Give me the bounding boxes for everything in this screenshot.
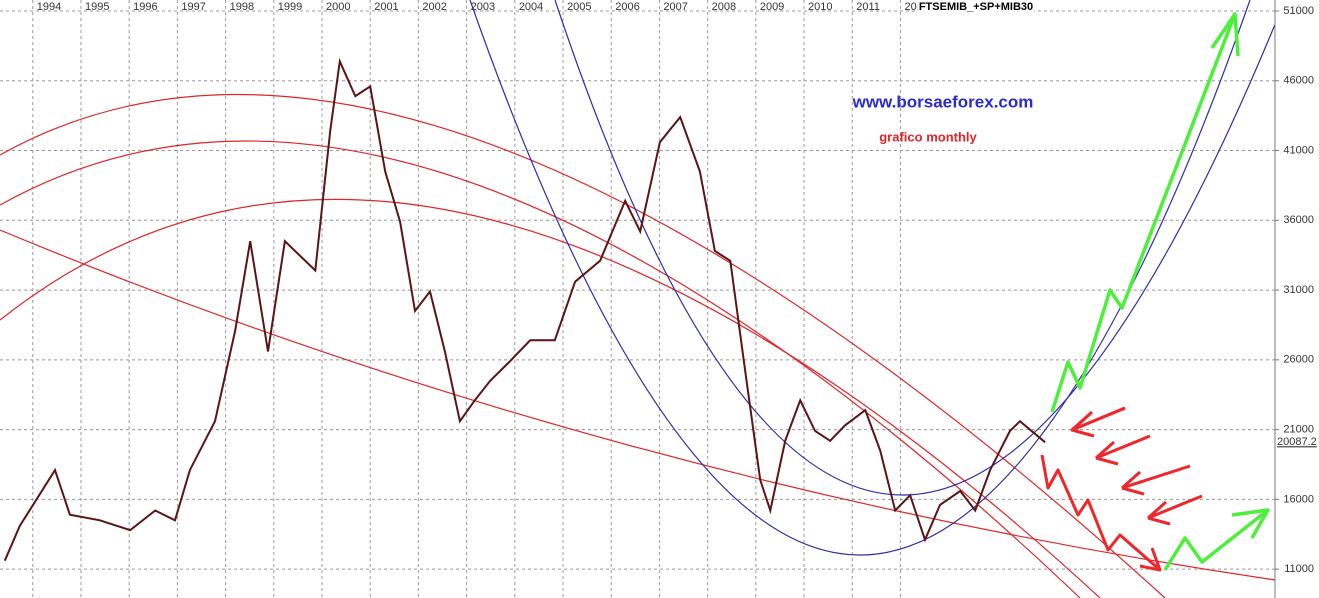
x-tick-label: 2006 [615,1,639,13]
price-line [3,57,1046,562]
red-arc [0,140,1081,598]
annotation: www.borsaeforex.com [852,92,1034,111]
green-arrowhead [1231,508,1270,539]
x-tick-label: 1996 [133,1,157,13]
x-tick-label: 2005 [567,1,591,13]
red-arrow [1095,434,1151,466]
red-trendline [0,229,1276,581]
y-tick-label: 16000 [1283,493,1314,505]
axes: 1994 1995 1996 1997 1998 1999 2000 2001 2002 2003… [37,1,1317,575]
x-tick-label: 2001 [374,1,398,13]
x-tick-label: 2000 [326,1,350,13]
blue-parabola [554,0,1286,496]
red-arrow [1147,494,1203,526]
title-box [918,0,1034,13]
x-tick-label: 2002 [422,1,446,13]
last-value-label: 20087.2 [1277,436,1317,448]
drawings [0,0,1286,598]
y-tick-label: 41000 [1283,144,1314,156]
y-tick-label: 36000 [1283,214,1314,226]
y-tick-label: 21000 [1283,424,1314,436]
y-tick-label: 51000 [1283,5,1314,17]
red-arc [0,93,1166,598]
x-tick-label: 2011 [856,1,880,13]
y-tick-label: 11000 [1284,563,1314,575]
x-tick-label: 2003 [471,1,495,13]
y-tick-label: 46000 [1283,75,1314,87]
annotation: grafico monthly [879,129,977,144]
red-arrow [1121,464,1191,496]
x-tick-label: 2010 [808,1,832,13]
x-tick-label: 2007 [663,1,687,13]
red-arc [0,198,1101,598]
red-arrowhead [1139,547,1162,572]
y-tick-label: 26000 [1283,354,1314,366]
x-tick-label: 1999 [278,1,302,13]
green-arrow [1050,13,1237,413]
x-tick-label: 1998 [230,1,254,13]
chart-title: FTSEMIB_+SP+MIB30 [919,1,1033,13]
y-tick-label: 31000 [1283,284,1314,296]
x-tick-label: 2008 [712,1,736,13]
green-arrowhead [1210,12,1240,57]
red-arrow [1071,406,1126,438]
series [3,57,1046,562]
red-arrow [1040,454,1161,572]
grid [0,0,1275,598]
green-arrow [1163,508,1270,571]
axis-panel [1275,0,1319,598]
x-tick-label: 2004 [519,1,543,13]
x-tick-label: 1997 [181,1,205,13]
x-tick-label: 2009 [760,1,784,13]
x-tick-label: 1994 [37,1,61,13]
x-tick-label: 1995 [85,1,109,13]
